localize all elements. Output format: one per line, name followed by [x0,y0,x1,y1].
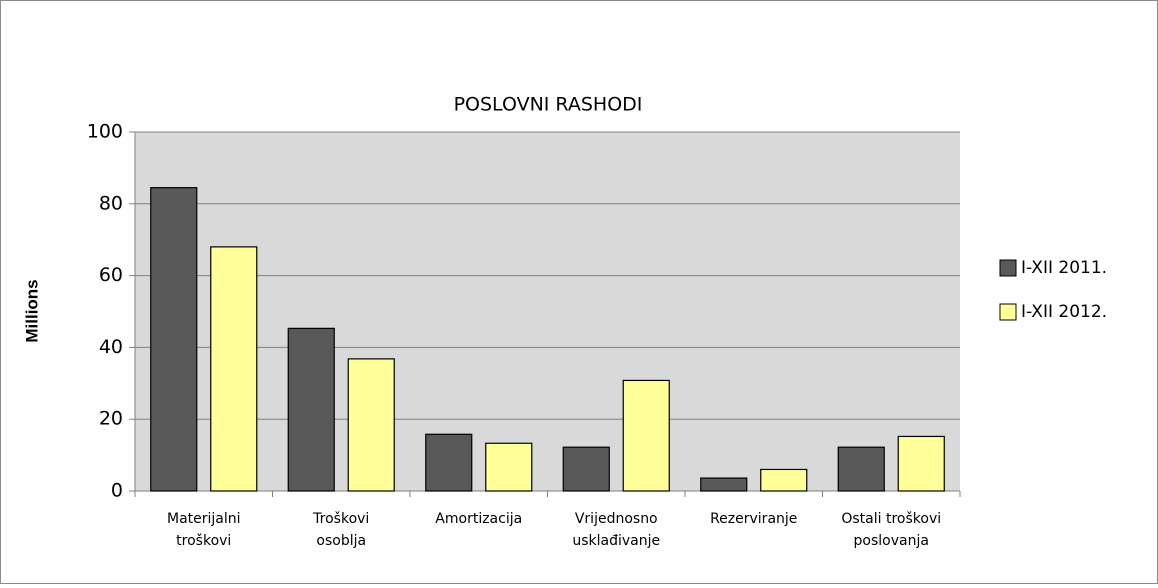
x-tick-label: Vrijednosno usklađivanje [572,511,660,549]
y-tick-label: 0 [111,480,123,502]
bar [622,379,670,492]
bar [347,358,395,492]
x-tick-label-line: Vrijednosno [575,511,658,527]
x-tick-label-line: Amortizacija [435,511,522,527]
legend-label: I-XII 2011. [1021,258,1107,278]
x-tick-label-line: Troškovi [312,511,369,527]
bar [837,446,885,492]
bar [760,468,808,492]
bar [562,446,610,492]
x-tick-label-line: Rezerviranje [710,511,797,527]
bar [897,435,945,492]
x-tick-label-line: troškovi [176,533,231,549]
bar [700,477,748,492]
x-tick-label: Materijalni troškovi [167,511,241,549]
legend-label: I-XII 2012. [1021,302,1107,322]
chart-title: POSLOVNI RASHODI [454,94,643,116]
y-tick-label: 100 [87,121,123,143]
x-tick-label-line: osoblja [316,533,366,549]
y-axis-label: Millions [22,279,41,342]
x-tick-label-line: Materijalni [167,511,241,527]
bar [287,327,335,492]
bar [425,433,473,492]
x-tick-label: Amortizacija [435,511,522,527]
y-tick-label: 60 [99,264,123,286]
bar [210,246,258,492]
x-tick-label: Rezerviranje [710,511,797,527]
x-tick-label: Ostali troškovi poslovanja [841,511,941,549]
bar [150,187,198,492]
y-tick-label: 80 [99,192,123,214]
x-tick-label-line: poslovanja [854,533,929,549]
x-tick-label-line: Ostali troškovi [841,511,941,527]
y-tick-label: 20 [99,408,123,430]
x-tick-label-line: usklađivanje [572,533,660,549]
plot-area [135,132,960,491]
legend-swatch [999,303,1017,321]
bar [485,442,533,492]
y-tick-label: 40 [99,336,123,358]
x-tick-label: Troškovi osoblja [312,511,369,549]
legend-swatch [999,259,1017,277]
